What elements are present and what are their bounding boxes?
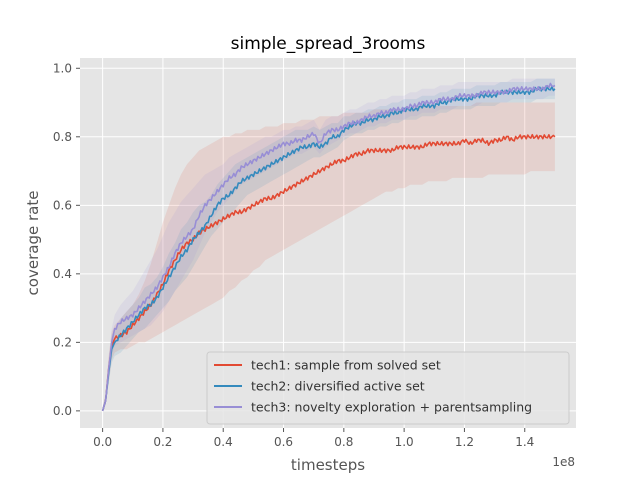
chart-title: simple_spread_3rooms [231,34,426,54]
tech2-confidence-band [102,78,555,411]
x-tick-label: 0.4 [214,435,233,449]
x-axis-ticks: 0.0 0.2 0.4 0.6 0.8 1.0 1.2 1.4 [93,428,534,449]
x-tick-label: 0.2 [153,435,172,449]
x-tick-label: 0.6 [274,435,293,449]
y-axis-ticks: 0.0 0.2 0.4 0.6 0.8 1.0 [53,61,80,418]
tech1-line [101,133,556,412]
tech2-legend-label: tech2: diversified active set [251,379,425,394]
x-axis-offset-label: 1e8 [552,455,575,469]
y-tick-label: 0.4 [53,267,72,281]
tech1-legend-label: tech1: sample from solved set [251,358,441,373]
x-tick-label: 0.8 [334,435,353,449]
y-tick-label: 0.8 [53,130,72,144]
y-axis-label: coverage rate [24,191,42,296]
x-tick-label: 0.0 [93,435,112,449]
legend-box [206,351,570,425]
y-tick-label: 0.2 [53,335,72,349]
x-tick-label: 1.2 [455,435,474,449]
x-axis-label: timesteps [291,456,365,474]
tech3-line [101,82,556,412]
confidence-bands [102,78,555,411]
x-tick-label: 1.4 [515,435,534,449]
x-tick-label: 1.0 [395,435,414,449]
tech1-confidence-band [102,102,555,411]
y-tick-label: 0.6 [53,198,72,212]
series-lines [101,82,556,412]
y-tick-label: 0.0 [53,404,72,418]
tech3-legend-label: tech3: novelty exploration + parentsampl… [251,400,532,415]
legend: tech1: sample from solved set tech2: dive… [206,351,570,425]
tech3-confidence-band [102,78,555,411]
y-tick-label: 1.0 [53,61,72,75]
